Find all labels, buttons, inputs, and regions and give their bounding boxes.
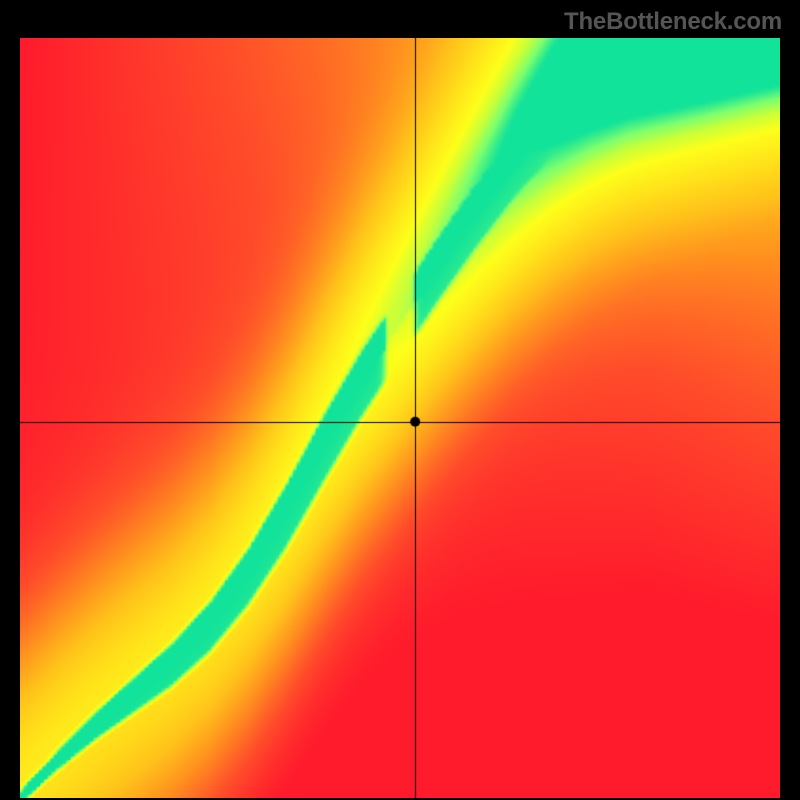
bottleneck-heatmap (20, 38, 780, 798)
heatmap-container: TheBottleneck.com (0, 0, 800, 800)
watermark-text: TheBottleneck.com (564, 8, 782, 36)
